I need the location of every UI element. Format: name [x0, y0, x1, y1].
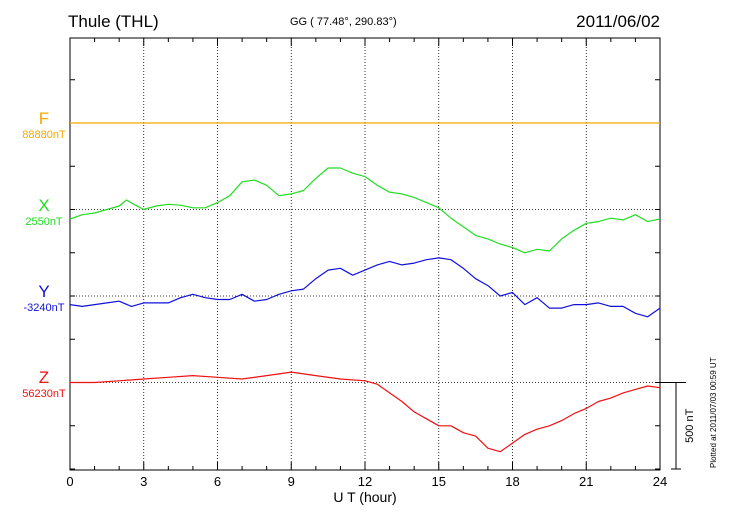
series-line-z: [70, 371, 661, 453]
series-name-f: F: [38, 109, 50, 128]
series-label-z: Z 56230nT: [6, 369, 82, 401]
series-baseline-z: 56230nT: [22, 388, 66, 400]
x-tick-label: 21: [579, 474, 593, 489]
date-label: 2011/06/02: [576, 12, 660, 31]
series-name-x: X: [38, 196, 50, 215]
x-tick-label: 9: [288, 474, 295, 489]
series-line-x: [69, 167, 661, 254]
scale-bar-label: 500 nT: [684, 408, 696, 443]
x-tick-label: 12: [358, 474, 372, 489]
series-baseline-x: 2550nT: [25, 216, 63, 228]
series-label-y: Y -3240nT: [6, 283, 82, 315]
series-label-x: X 2550nT: [6, 197, 82, 229]
coordinates-label: GG ( 77.48°, 290.83°): [290, 16, 397, 28]
plotted-at-note: Plotted at 2011/07/03 00:59 UT: [709, 357, 718, 468]
series-name-y: Y: [38, 282, 50, 301]
x-tick-label: 3: [140, 474, 147, 489]
x-axis-label: U T (hour): [333, 489, 396, 505]
series-baseline-f: 88880nT: [22, 129, 66, 141]
station-title: Thule (THL): [68, 12, 159, 31]
x-tick-label: 24: [653, 474, 667, 489]
x-tick-label: 6: [214, 474, 221, 489]
series-label-f: F 88880nT: [6, 110, 82, 142]
x-tick-label: 0: [66, 474, 73, 489]
series-name-z: Z: [38, 368, 50, 387]
x-tick-label: 18: [505, 474, 519, 489]
series-line-y: [69, 257, 661, 318]
series-baseline-y: -3240nT: [23, 302, 65, 314]
x-tick-label: 15: [432, 474, 446, 489]
